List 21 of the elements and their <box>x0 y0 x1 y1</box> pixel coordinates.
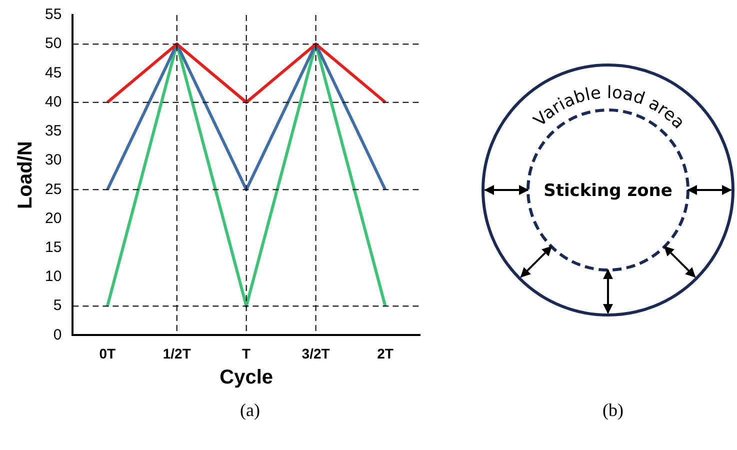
y-tick-label: 35 <box>44 122 62 140</box>
y-tick-label: 15 <box>44 239 62 256</box>
y-tick-label: 50 <box>44 35 62 52</box>
y-tick-label: 10 <box>44 268 62 286</box>
y-tick-label: 30 <box>44 152 62 169</box>
y-tick-label: 20 <box>44 210 62 227</box>
y-tick-label: 5 <box>53 297 62 314</box>
text: (a) <box>240 400 260 421</box>
y-tick-label: 40 <box>44 93 62 110</box>
text: (b) <box>602 400 624 421</box>
x-tick-label: 3/2T <box>302 345 330 362</box>
y-tick-label: 45 <box>44 64 62 82</box>
x-tick-label: T <box>242 345 252 362</box>
y-tick-label: 25 <box>44 180 62 198</box>
x-axis-title: Cycle <box>220 366 274 389</box>
x-tick-label: 2T <box>377 345 394 362</box>
y-tick-label: 0 <box>53 326 62 344</box>
y-tick-label: 55 <box>44 6 62 24</box>
x-tick-label: 1/2T <box>162 345 192 362</box>
y-axis-title: Load/N <box>14 141 37 209</box>
x-tick-label: 0T <box>99 345 116 362</box>
